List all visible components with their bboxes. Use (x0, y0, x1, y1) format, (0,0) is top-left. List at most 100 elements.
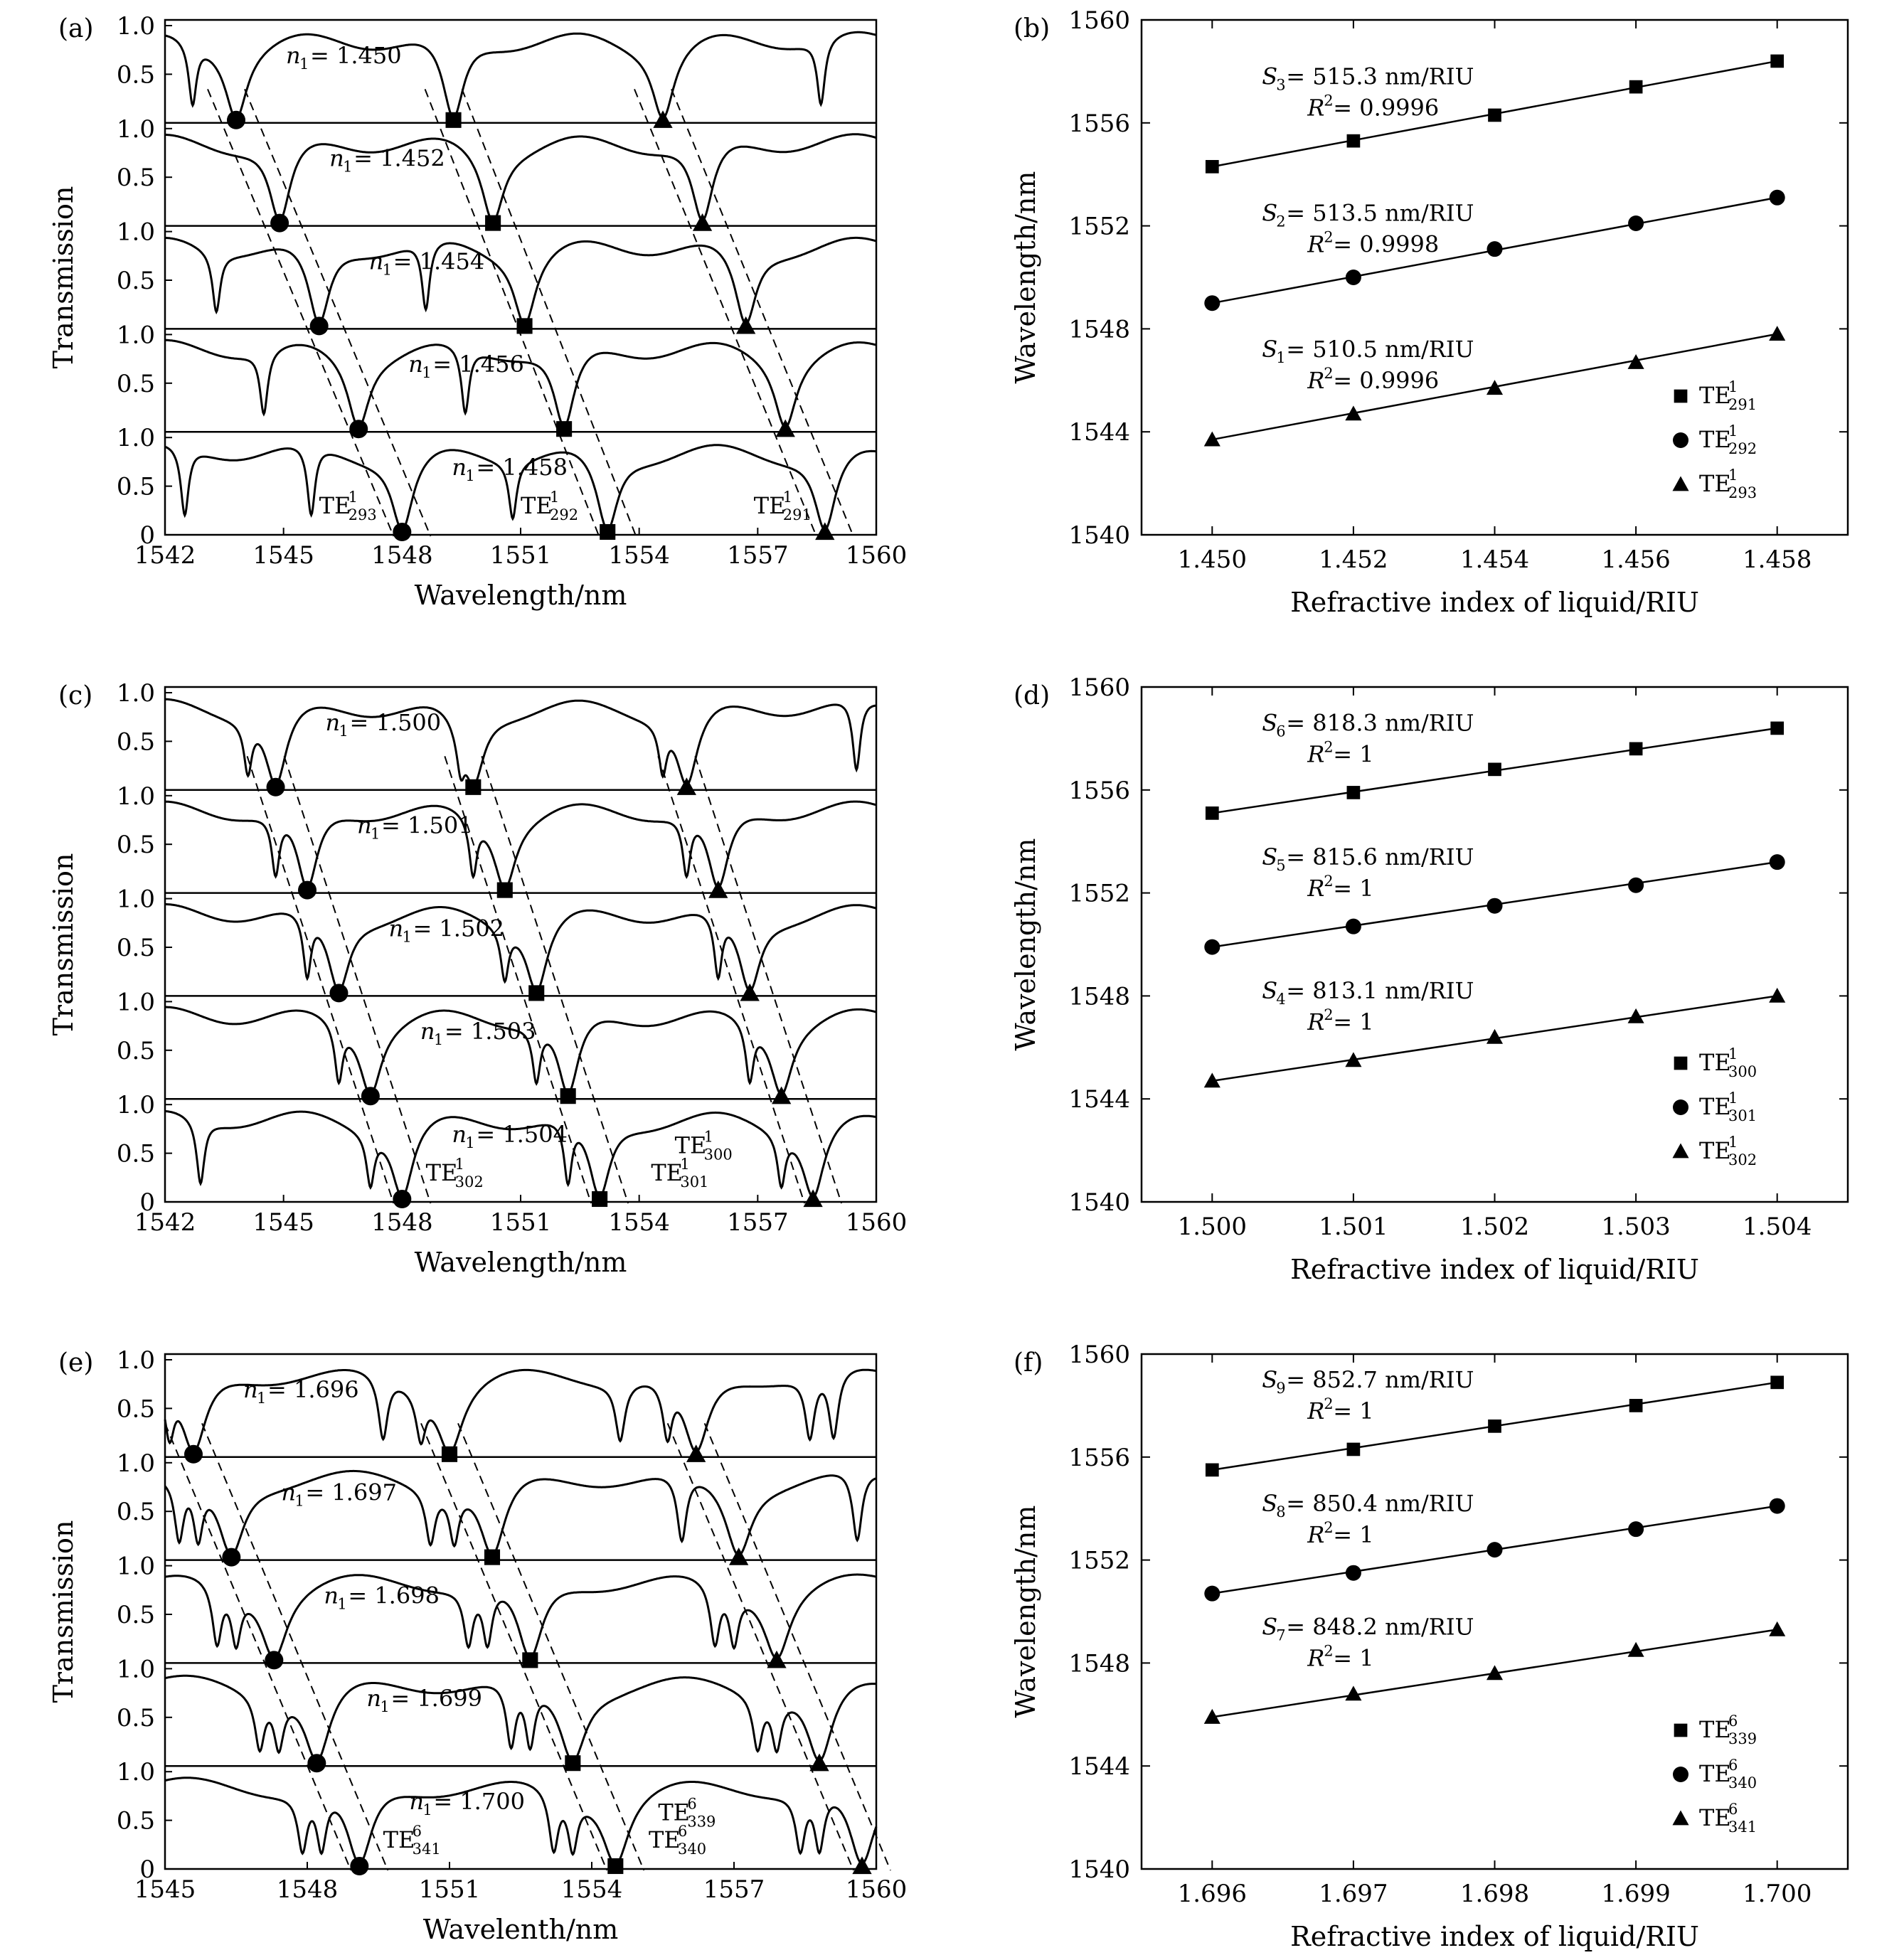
slope-subscript: 2 (1276, 213, 1285, 230)
y-axis-label: Wavelength/nm (1010, 171, 1041, 384)
mode-label-text: TE (649, 1826, 681, 1853)
mode-label-sub: 293 (349, 506, 377, 523)
y-tick-label: 1540 (1068, 521, 1130, 550)
guide-band-circle (244, 88, 432, 537)
mode-label-text: TE (1699, 1760, 1731, 1787)
data-point-square (1205, 806, 1219, 820)
index-label-n: n (326, 709, 341, 736)
mode-label-text: TE (1699, 1049, 1731, 1076)
y-tick-label: 1560 (1068, 673, 1130, 702)
guide-band-circle (201, 1422, 389, 1871)
spectrum-line-1.454 (164, 236, 877, 326)
mode-label-sub: 300 (1728, 1063, 1757, 1080)
data-point-circle (1345, 1565, 1361, 1581)
mode-label-sup: 1 (1728, 1134, 1738, 1151)
resonance-marker-square (441, 1446, 458, 1462)
y-tick-label: 1556 (1068, 777, 1130, 805)
x-tick-label: 1557 (703, 1875, 765, 1904)
mode-label-sup: 1 (1728, 422, 1738, 440)
data-point-circle (1345, 918, 1361, 934)
spectrum-line-1.501 (165, 800, 877, 890)
index-label-value: = 1.502 (413, 915, 504, 942)
y-tick-label: 1556 (1068, 110, 1130, 138)
slope-symbol: S (1262, 843, 1277, 870)
x-tick-label: 1557 (727, 541, 789, 570)
index-label-sub: 1 (465, 1134, 474, 1151)
index-label-value: = 1.458 (476, 454, 568, 481)
r2-value: = 1 (1333, 1645, 1373, 1672)
resonance-marker-circle (184, 1444, 203, 1464)
mode-label-text: TE (754, 492, 786, 519)
x-tick-label: 1548 (371, 541, 433, 570)
x-tick-label: 1.456 (1601, 545, 1670, 574)
spectrum-line-1.452 (165, 133, 877, 223)
mode-label-sub: 300 (704, 1146, 733, 1163)
data-point-triangle (1627, 1008, 1644, 1023)
data-point-triangle (1203, 1072, 1220, 1088)
mode-label-sup: 6 (413, 1823, 422, 1840)
x-tick-label: 1.697 (1319, 1880, 1388, 1908)
data-point-triangle (1345, 405, 1362, 421)
slope-value: = 852.7 nm/RIU (1286, 1366, 1474, 1393)
slope-annotation-3: S3 = 515.3 nm/RIU R2 = 0.9996 (1262, 63, 1474, 122)
index-label-n: n (388, 915, 403, 942)
mode-label-sub: 292 (1728, 440, 1757, 457)
y-tick-label: 1552 (1068, 1547, 1130, 1575)
y-axis-label: Transmission (48, 186, 79, 369)
slope-value: = 510.5 nm/RIU (1286, 336, 1474, 363)
data-point-square (1488, 1420, 1501, 1433)
resonance-marker-square (522, 1652, 538, 1668)
resonance-marker-triangle (772, 1086, 792, 1104)
guide-band-circle (246, 756, 395, 1204)
r2-symbol: R (1307, 741, 1324, 768)
slope-subscript: 1 (1276, 349, 1285, 366)
data-point-square (1205, 159, 1219, 174)
r2-exponent: 2 (1324, 1006, 1333, 1023)
resonance-marker-square (485, 215, 501, 231)
index-label-1.697: n1 = 1.697 (281, 1479, 397, 1510)
y-tick-label: 0.5 (117, 60, 155, 89)
data-point-circle (1769, 854, 1785, 870)
y-tick-label: 1540 (1068, 1188, 1130, 1217)
y-tick-label: 0.5 (117, 1037, 155, 1065)
x-tick-label: 1542 (134, 1208, 196, 1237)
y-tick-label: 1.0 (117, 885, 155, 914)
index-label-1.696: n1 = 1.696 (243, 1376, 359, 1407)
x-tick-label: 1557 (727, 1208, 789, 1237)
index-label-sub: 1 (299, 55, 309, 73)
mode-label-sub: 339 (1728, 1730, 1757, 1747)
data-point-circle (1628, 1521, 1644, 1538)
mode-label-sup: 1 (455, 1156, 464, 1173)
index-label-1.450: n1 = 1.450 (286, 42, 402, 73)
r2-exponent: 2 (1324, 873, 1333, 890)
y-tick-label: 1.0 (117, 679, 155, 708)
panel-label: (b) (1014, 14, 1050, 43)
index-label-sub: 1 (371, 826, 380, 843)
mode-label-sup: 1 (680, 1156, 689, 1173)
index-label-sub: 1 (337, 1595, 346, 1612)
x-tick-label: 1554 (561, 1875, 623, 1904)
guide-band-square (481, 756, 629, 1204)
x-tick-label: 1.696 (1178, 1880, 1247, 1908)
r2-symbol: R (1307, 1521, 1324, 1548)
legend-marker-circle (1673, 1767, 1688, 1782)
x-axis-label: Wavelength/nm (415, 1247, 627, 1278)
y-axis-label: Wavelength/nm (1010, 838, 1041, 1051)
guide-band-triangle (657, 756, 806, 1204)
slope-symbol: S (1262, 199, 1277, 226)
mode-label-sub: 340 (678, 1841, 706, 1858)
mode-label-sub: 341 (413, 1841, 441, 1858)
r2-exponent: 2 (1324, 92, 1333, 110)
slope-subscript: 5 (1276, 857, 1285, 874)
index-label-1.502: n1 = 1.502 (388, 915, 504, 945)
x-tick-label: 1.504 (1743, 1213, 1812, 1241)
spectrum-line-1.700 (164, 1777, 878, 1866)
panel-label: (d) (1014, 681, 1050, 710)
guide-band-triangle (634, 88, 817, 537)
slope-symbol: S (1262, 710, 1277, 737)
data-point-circle (1628, 215, 1644, 231)
resonance-marker-triangle (767, 1650, 787, 1668)
